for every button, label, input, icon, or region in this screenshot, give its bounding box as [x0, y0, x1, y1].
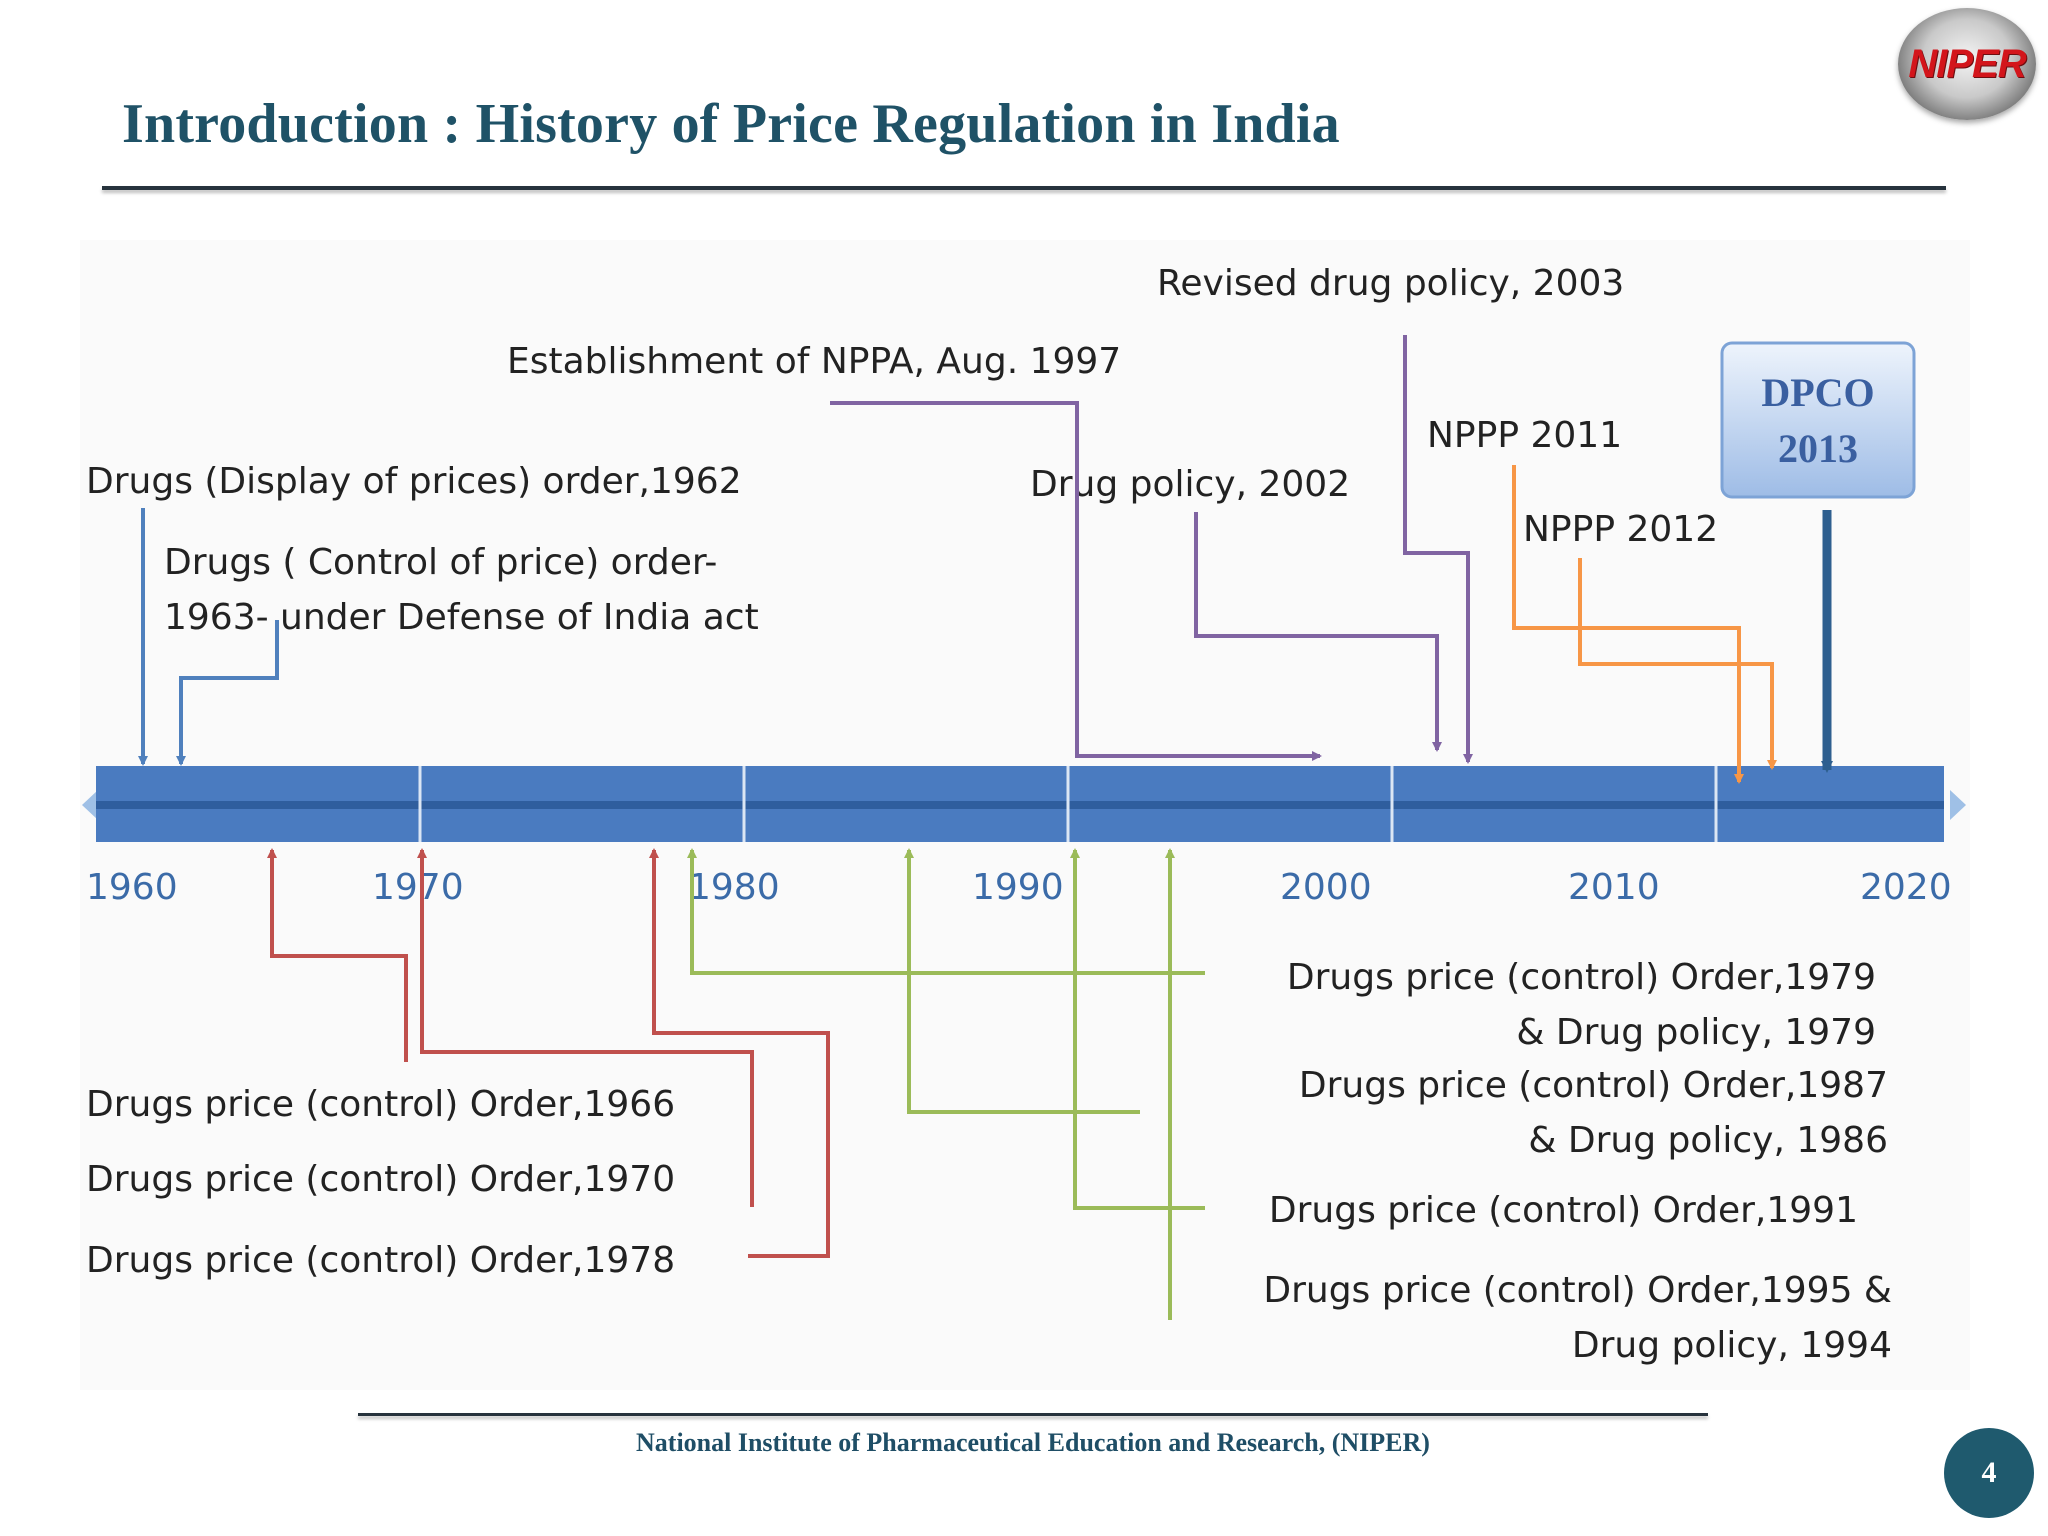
event-label-1991: Drugs price (control) Order,1991: [1269, 1190, 1858, 1231]
event-label-1963-line1: Drugs ( Control of price) order-: [164, 542, 717, 583]
connector-1966: [267, 848, 408, 1062]
connector-nppp-2011: [1512, 465, 1744, 784]
event-label-1962: Drugs (Display of prices) order,1962: [86, 461, 742, 502]
connector-1987: [904, 848, 1140, 1114]
connector-revised-policy-2003: [1403, 335, 1473, 764]
year-label: 1990: [972, 867, 1064, 908]
event-label-1978: Drugs price (control) Order,1978: [86, 1240, 675, 1281]
event-label-drug-policy-2002: Drug policy, 2002: [1030, 464, 1350, 505]
event-label-revised-policy-2003: Revised drug policy, 2003: [1157, 263, 1624, 304]
event-label-nppp-2011: NPPP 2011: [1427, 415, 1622, 456]
event-label-1987-line1: Drugs price (control) Order,1987: [1299, 1065, 1888, 1106]
event-label-nppa-1997: Establishment of NPPA, Aug. 1997: [507, 341, 1121, 382]
dpco-2013-box: DPCO 2013: [1720, 341, 1916, 499]
year-label: 1970: [372, 867, 464, 908]
dpco-year-label: 2013: [1778, 426, 1858, 471]
connector-nppp-2012: [1578, 558, 1777, 770]
timeline-bar: [82, 766, 1966, 842]
page-number-badge: 4: [1944, 1428, 2034, 1518]
event-label-1979-line2: & Drug policy, 1979: [1516, 1012, 1876, 1053]
footer-institution: National Institute of Pharmaceutical Edu…: [636, 1428, 1430, 1457]
connector-1991: [1070, 848, 1205, 1210]
event-label-1995-line2: Drug policy, 1994: [1572, 1325, 1892, 1366]
niper-logo: NIPER: [1898, 8, 2036, 120]
year-label: 2010: [1568, 867, 1660, 908]
connector-1978: [649, 848, 830, 1258]
connector-nppa-1997: [830, 401, 1322, 761]
event-label-1963-line2: 1963- under Defense of India act: [164, 597, 759, 638]
connector-1963: [176, 620, 279, 766]
connector-1970: [417, 848, 754, 1207]
connector-drug-policy-2002: [1194, 512, 1442, 752]
year-label: 2020: [1860, 867, 1952, 908]
connector-1979: [687, 848, 1205, 975]
logo-text: NIPER: [1908, 41, 2026, 86]
event-label-1987-line2: & Drug policy, 1986: [1528, 1120, 1888, 1161]
year-label: 1960: [86, 867, 178, 908]
event-label-nppp-2012: NPPP 2012: [1523, 509, 1718, 550]
dpco-label: DPCO: [1761, 370, 1874, 415]
footer-divider: [358, 1413, 1708, 1416]
event-label-1979-line1: Drugs price (control) Order,1979: [1287, 957, 1876, 998]
event-label-1966: Drugs price (control) Order,1966: [86, 1084, 675, 1125]
event-label-1995-line1: Drugs price (control) Order,1995 &: [1263, 1270, 1892, 1311]
title-divider: [102, 186, 1946, 190]
year-label: 1980: [688, 867, 780, 908]
event-label-1970: Drugs price (control) Order,1970: [86, 1159, 675, 1200]
slide-title: Introduction : History of Price Regulati…: [122, 93, 1340, 155]
year-label: 2000: [1280, 867, 1372, 908]
